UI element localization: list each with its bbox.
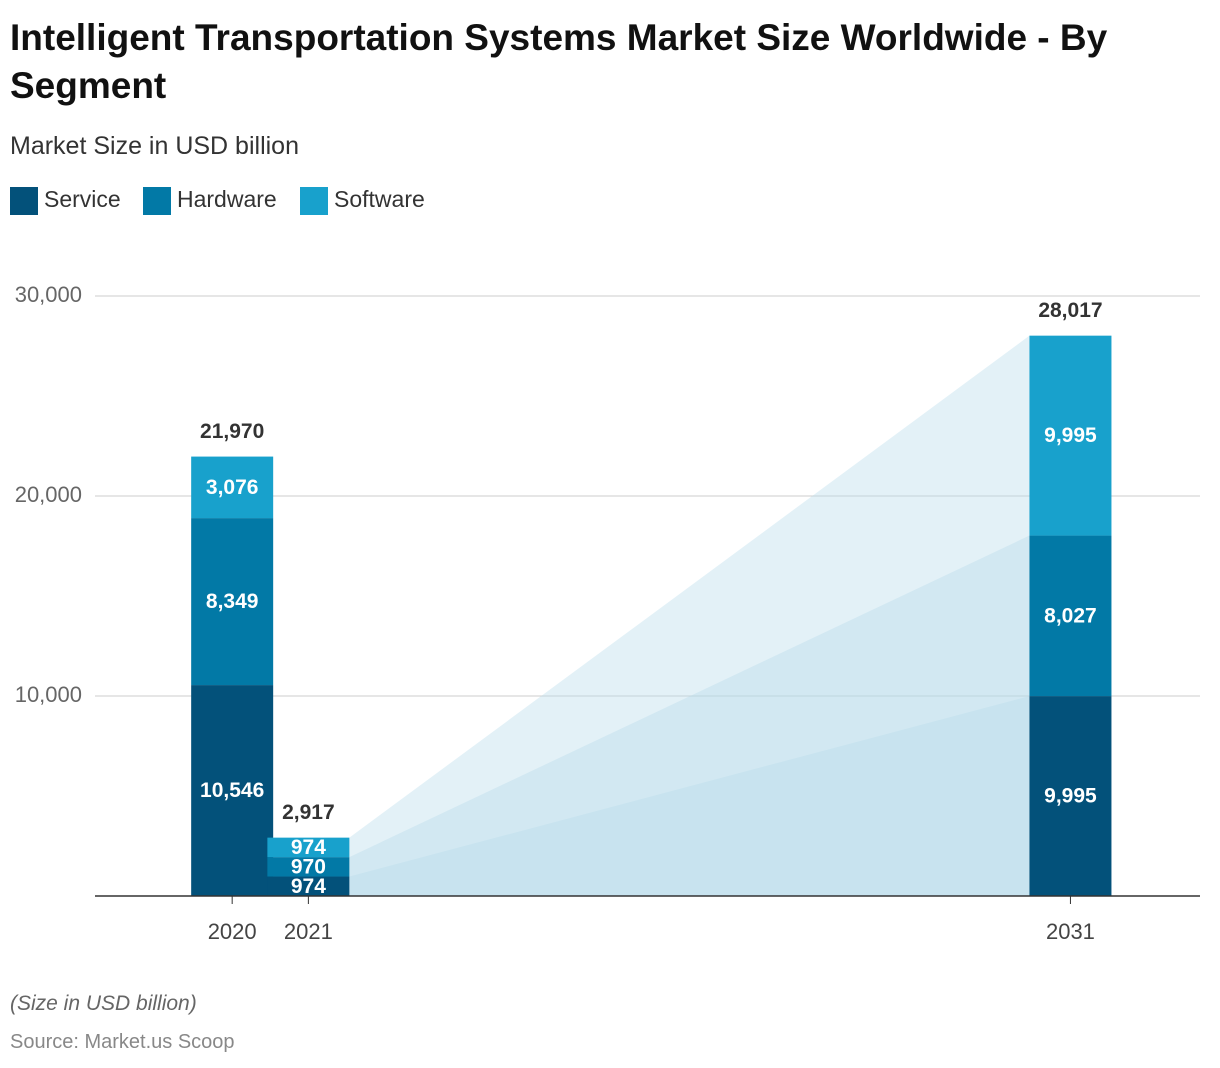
legend-swatch: [10, 187, 38, 215]
chart: Service Hardware Software 10,000 20,000 30,00…: [10, 186, 1200, 944]
bar-segment: [191, 685, 274, 896]
bar-segment: [191, 456, 274, 519]
connector-area: [349, 696, 1030, 896]
value-label: 974: [291, 836, 326, 859]
value-label: 8,027: [1044, 604, 1097, 627]
y-tick-label: 10,000: [15, 682, 82, 707]
legend-label: Service: [44, 186, 121, 212]
total-label: 21,970: [200, 420, 264, 443]
bar-segment: [1029, 335, 1112, 536]
x-tick-label: 2031: [1046, 919, 1095, 944]
value-label: 8,349: [206, 590, 259, 613]
legend-swatch: [300, 187, 328, 215]
value-label: 10,546: [200, 779, 264, 802]
legend-label: Software: [334, 186, 425, 212]
legend-label: Hardware: [177, 186, 277, 212]
x-tick-label: 2021: [284, 919, 333, 944]
chart-subtitle: Market Size in USD billion: [10, 132, 299, 160]
note: (Size in USD billion): [10, 992, 197, 1015]
bar-segment: [267, 876, 350, 896]
value-label: 9,995: [1044, 424, 1097, 447]
bar-segment: [1029, 535, 1112, 697]
source: Source: Market.us Scoop: [10, 1031, 235, 1053]
total-label: 28,017: [1038, 299, 1102, 322]
connector-area: [349, 335, 1030, 896]
chart-title: Intelligent Transportation Systems Marke…: [10, 17, 1108, 106]
y-tick-label: 20,000: [15, 482, 82, 507]
value-label: 974: [291, 875, 326, 898]
y-tick-label: 30,000: [15, 282, 82, 307]
x-tick-label: 2020: [208, 919, 257, 944]
bar-segment: [267, 837, 350, 858]
bar-segment: [191, 518, 274, 686]
legend-swatch: [143, 187, 171, 215]
bar-segment: [1029, 696, 1112, 896]
total-label: 2,917: [282, 801, 335, 824]
connector-area: [349, 535, 1030, 896]
value-label: 9,995: [1044, 785, 1097, 808]
bar-segment: [267, 857, 350, 877]
value-label: 970: [291, 855, 326, 878]
value-label: 3,076: [206, 476, 259, 499]
